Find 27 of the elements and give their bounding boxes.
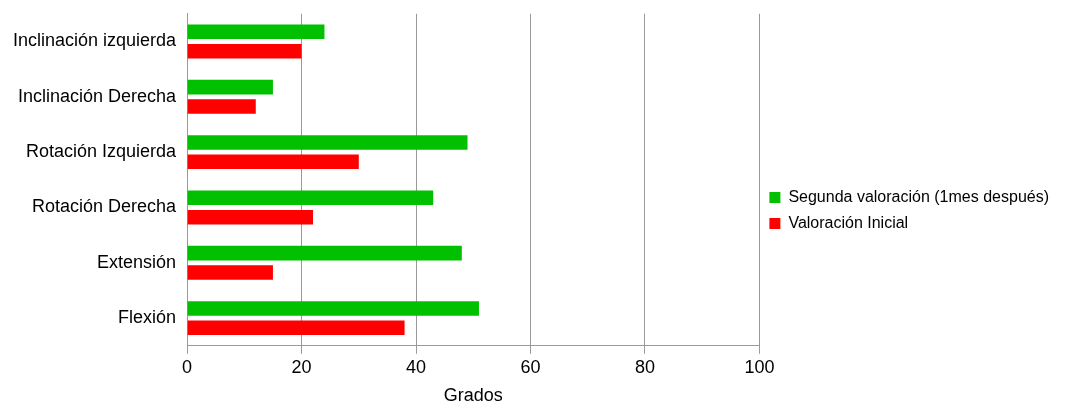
bar	[187, 301, 479, 316]
x-tick-label: 0	[182, 356, 193, 377]
x-tick-label: 20	[291, 356, 312, 377]
bar	[187, 190, 434, 206]
bar	[187, 245, 462, 261]
bar	[187, 135, 468, 150]
y-tick-label: Inclinación izquierda	[12, 30, 178, 51]
x-tick-label: 80	[634, 356, 655, 377]
x-tick-label: 60	[520, 356, 541, 377]
y-tick-label: Rotación Izquierda	[26, 141, 178, 162]
bar	[187, 79, 273, 95]
x-tick-label: 40	[406, 356, 427, 377]
legend-label: Valoración Inicial	[788, 213, 909, 231]
y-tick-label: Extensión	[97, 251, 177, 272]
bar	[187, 43, 302, 59]
y-tick-label: Rotación Derecha	[32, 196, 178, 217]
x-axis-title: Grados	[443, 385, 503, 406]
legend-label: Segunda valoración (1mes después)	[788, 187, 1050, 205]
y-tick-label: Inclinación Derecha	[18, 85, 178, 106]
bar	[187, 154, 359, 170]
bar	[187, 99, 256, 114]
x-tick-label: 100	[744, 356, 775, 377]
bar	[187, 265, 273, 280]
y-tick-label: Flexión	[118, 307, 177, 328]
bar	[187, 320, 405, 336]
bar	[187, 209, 314, 225]
bar	[187, 24, 325, 40]
